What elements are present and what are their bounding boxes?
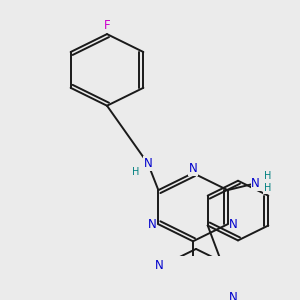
Text: N: N (189, 162, 197, 175)
Text: N: N (251, 177, 260, 190)
Text: N: N (148, 218, 157, 231)
Text: N: N (229, 218, 238, 231)
Text: H: H (264, 171, 271, 181)
Text: F: F (104, 19, 110, 32)
Text: H: H (132, 167, 140, 177)
Text: N: N (229, 291, 237, 300)
Text: N: N (144, 157, 152, 170)
Text: H: H (264, 183, 271, 194)
Text: N: N (155, 259, 164, 272)
